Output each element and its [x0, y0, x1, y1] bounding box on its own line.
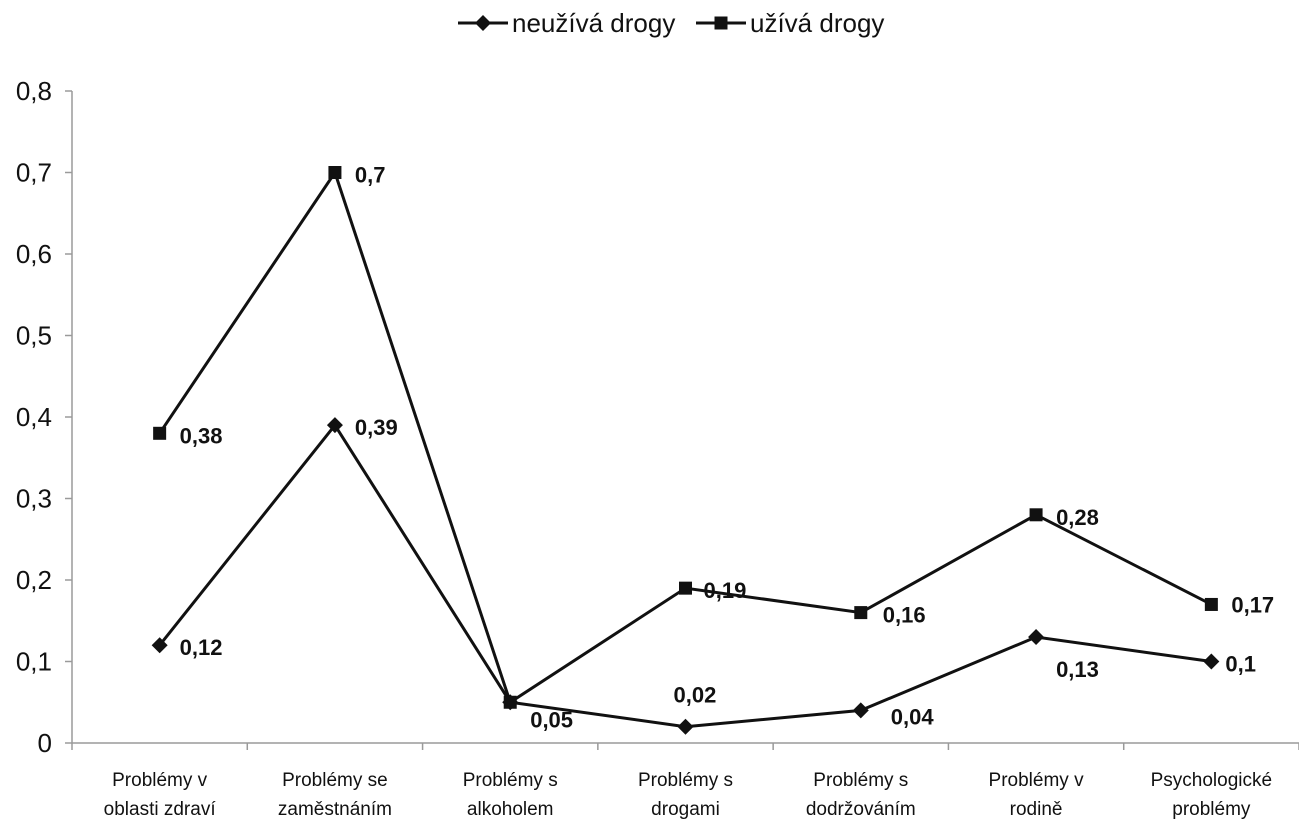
x-tick-label-line: zaměstnáním	[278, 799, 392, 820]
data-label: 0,19	[704, 578, 747, 603]
diamond-marker	[1028, 629, 1045, 646]
y-tick-label: 0,7	[16, 158, 52, 188]
y-tick-label: 0,5	[16, 321, 52, 351]
series-line-2	[158, 169, 1213, 705]
x-tick-label-line: problémy	[1172, 799, 1251, 820]
x-tick-label: Problémy v rodině	[989, 770, 1085, 820]
x-tick-label-line: rodině	[1010, 799, 1063, 820]
y-tick-label: 0	[38, 728, 52, 758]
y-tick-label: 0,3	[16, 484, 52, 514]
data-labels: 0,12 0,39 0,05 0,02 0,04 0,13 0,1 0,38 0,7 0,19 0,…	[180, 163, 1275, 733]
data-label: 0,13	[1056, 657, 1099, 682]
x-tick-label-line: Psychologické	[1151, 770, 1272, 791]
legend: neužívá drogy užívá drogy	[458, 8, 884, 38]
diamond-marker	[852, 702, 869, 719]
x-tick-label: Problémy s dodržováním	[806, 770, 916, 820]
x-tick-label-line: Problémy v	[989, 770, 1085, 791]
legend-square-marker	[714, 16, 728, 30]
data-label: 0,28	[1056, 505, 1099, 530]
x-tick-label-line: Problémy v	[112, 770, 208, 791]
square-marker	[679, 581, 692, 595]
square-marker	[854, 606, 868, 620]
data-label: 0,02	[674, 683, 717, 708]
data-label: 0,16	[883, 603, 926, 628]
x-tick-label-line: Problémy se	[282, 770, 388, 791]
y-tick-label: 0,6	[16, 239, 52, 269]
x-tick-label-line: alkoholem	[467, 799, 554, 820]
x-tick-label-line: oblasti zdraví	[104, 799, 217, 820]
x-tick-label: Psychologické problémy	[1151, 770, 1272, 820]
diamond-marker	[1203, 653, 1220, 670]
x-tick-label-line: Problémy s	[463, 770, 558, 791]
data-label: 0,04	[891, 704, 935, 729]
y-tick-label: 0,1	[16, 647, 52, 677]
x-tick-label: Problémy se zaměstnáním	[278, 770, 392, 820]
square-marker	[1204, 597, 1218, 611]
x-tick-label-line: drogami	[651, 799, 720, 820]
diamond-marker	[326, 417, 343, 434]
data-label: 0,17	[1231, 592, 1274, 617]
x-tick-label-line: dodržováním	[806, 799, 916, 820]
x-tick-label-line: Problémy s	[638, 770, 733, 791]
legend-label: neužívá drogy	[512, 8, 675, 38]
legend-diamond-marker	[475, 15, 491, 31]
data-label: 0,05	[530, 707, 573, 732]
x-tick-label: Problémy v oblasti zdraví	[104, 770, 217, 820]
data-label: 0,1	[1225, 652, 1256, 677]
y-tick-label: 0,8	[16, 76, 52, 106]
y-tick-label: 0,4	[16, 402, 52, 432]
x-tick-label: Problémy s drogami	[638, 770, 733, 820]
square-marker	[503, 695, 517, 709]
axes: 0 0,1 0,2 0,3 0,4 0,5 0,6 0,7 0,8 Problémy v oblas…	[16, 76, 1299, 820]
diamond-marker	[151, 637, 168, 654]
y-tick-label: 0,2	[16, 565, 52, 595]
x-tick-label-line: Problémy s	[813, 770, 908, 791]
square-marker	[153, 426, 167, 440]
x-tick-label: Problémy s alkoholem	[463, 770, 558, 820]
data-label: 0,39	[355, 415, 398, 440]
square-marker	[1029, 508, 1043, 522]
plot-area	[151, 166, 1220, 735]
series-line-1	[158, 422, 1212, 729]
data-label: 0,12	[180, 635, 223, 660]
data-label: 0,7	[355, 163, 386, 188]
legend-label: užívá drogy	[750, 8, 884, 38]
diamond-marker	[677, 718, 694, 735]
square-marker	[328, 166, 342, 179]
data-label: 0,38	[180, 423, 223, 448]
